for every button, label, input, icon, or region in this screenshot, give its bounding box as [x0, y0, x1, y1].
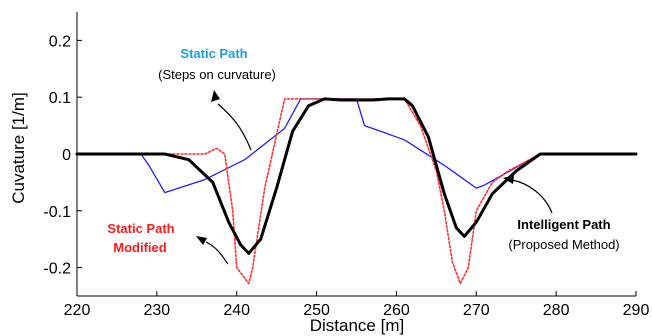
x-axis-label: Distance [m]: [310, 316, 404, 335]
series-line-modified: [76, 98, 637, 285]
x-tick-label: 270: [463, 302, 490, 319]
annotation-static-arrow: [217, 103, 252, 151]
annotation-static-arrowhead: [211, 90, 220, 102]
y-tick-label: 0.1: [49, 90, 71, 107]
y-tick-label: -0.2: [43, 261, 71, 278]
annotation-modified-line2: Modified: [113, 240, 166, 255]
series-group: [75, 97, 638, 285]
annotation-static-subtitle: (Steps on curvature): [158, 67, 276, 82]
x-tick-label: 250: [303, 302, 330, 319]
x-tick-label: 240: [223, 302, 250, 319]
annotation-intelligent-subtitle: (Proposed Method): [508, 237, 619, 252]
x-tick-label: 230: [144, 302, 171, 319]
x-tick-label: 220: [64, 302, 91, 319]
y-tick-label: 0: [62, 147, 71, 164]
y-axis-label: Cuvature [1/m]: [9, 92, 28, 204]
x-tick-label: 290: [623, 302, 650, 319]
series-line-intelligent: [75, 97, 638, 255]
series-line-static: [76, 98, 637, 194]
y-ticks: -0.2 -0.1 0 0.1 0.2: [43, 33, 82, 278]
x-tick-label: 280: [543, 302, 570, 319]
annotation-modified-arrowhead: [196, 236, 207, 245]
annotation-static-title: Static Path: [180, 46, 247, 61]
x-ticks: 220 230 240 250 260 270 280 290: [64, 291, 650, 319]
annotation-intelligent-arrowhead: [503, 175, 514, 184]
annotation-intelligent-title: Intelligent Path: [517, 217, 610, 232]
annotation-modified-line1: Static Path: [107, 221, 174, 236]
annotation-modified-arrow: [205, 241, 229, 265]
x-tick-label: 260: [383, 302, 410, 319]
annotation-intelligent-arrow: [511, 179, 553, 214]
y-tick-label: -0.1: [43, 204, 71, 221]
y-tick-label: 0.2: [49, 33, 71, 50]
